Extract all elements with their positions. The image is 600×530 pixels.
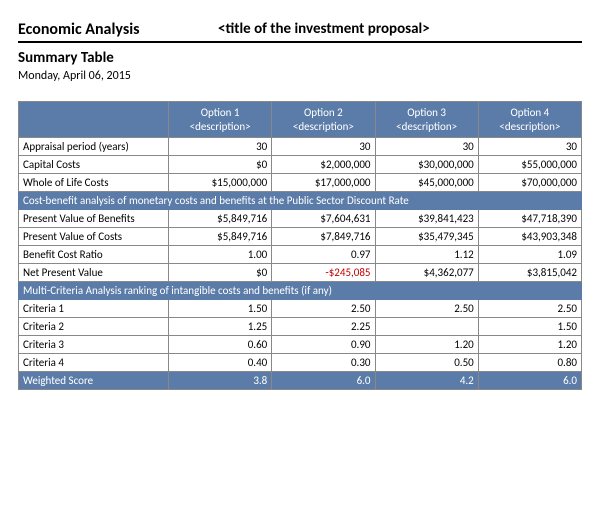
col-header-4: Option 4<description> (478, 102, 581, 138)
row-label: Appraisal period (years) (19, 138, 169, 156)
row-label: Criteria 4 (19, 354, 169, 372)
cell: 1.25 (169, 318, 272, 336)
table-row: Criteria 21.252.25 1.50 (19, 318, 582, 336)
cell: 2.50 (272, 300, 375, 318)
row-label: Present Value of Costs (19, 228, 169, 246)
proposal-title: <title of the investment proposal> (218, 20, 582, 39)
col-header-2: Option 2<description> (272, 102, 375, 138)
subtitle: Summary Table (18, 49, 582, 67)
cell: 2.50 (478, 300, 581, 318)
cell: -$245,085 (272, 264, 375, 282)
cell: 1.00 (169, 246, 272, 264)
cell: $15,000,000 (169, 174, 272, 192)
row-label: Net Present Value (19, 264, 169, 282)
cell: 3.8 (169, 372, 272, 390)
cell: 4.2 (375, 372, 478, 390)
row-label: Whole of Life Costs (19, 174, 169, 192)
table-row: Benefit Cost Ratio1.000.971.121.09 (19, 246, 582, 264)
cell: 0.40 (169, 354, 272, 372)
summary-table: Option 1<description> Option 2<descripti… (18, 101, 582, 390)
cell: $35,479,345 (375, 228, 478, 246)
table-row: Appraisal period (years)30303030 (19, 138, 582, 156)
cell: 0.97 (272, 246, 375, 264)
cell: 2.25 (272, 318, 375, 336)
cell: $0 (169, 156, 272, 174)
section-label: Multi-Criteria Analysis ranking of intan… (19, 282, 582, 300)
row-label: Present Value of Benefits (19, 210, 169, 228)
cell: $30,000,000 (375, 156, 478, 174)
cell (375, 318, 478, 336)
cell: $39,841,423 (375, 210, 478, 228)
cell: $5,849,716 (169, 228, 272, 246)
cell: 0.60 (169, 336, 272, 354)
cell: 1.20 (478, 336, 581, 354)
cell: $17,000,000 (272, 174, 375, 192)
cell: 1.50 (169, 300, 272, 318)
row-label: Benefit Cost Ratio (19, 246, 169, 264)
cell: $55,000,000 (478, 156, 581, 174)
cell: 1.50 (478, 318, 581, 336)
cell: $45,000,000 (375, 174, 478, 192)
table-row: Whole of Life Costs$15,000,000$17,000,00… (19, 174, 582, 192)
row-label: Criteria 3 (19, 336, 169, 354)
page-title: Economic Analysis (18, 20, 218, 39)
row-label: Capital Costs (19, 156, 169, 174)
cell: 1.12 (375, 246, 478, 264)
section-header: Cost-benefit analysis of monetary costs … (19, 192, 582, 210)
cell: $7,604,631 (272, 210, 375, 228)
table-row: Criteria 11.502.502.502.50 (19, 300, 582, 318)
cell: 0.90 (272, 336, 375, 354)
cell: 0.80 (478, 354, 581, 372)
cell: $5,849,716 (169, 210, 272, 228)
cell: $7,849,716 (272, 228, 375, 246)
cell: 2.50 (375, 300, 478, 318)
table-row: Present Value of Costs$5,849,716$7,849,7… (19, 228, 582, 246)
cell: $70,000,000 (478, 174, 581, 192)
table-row: Criteria 30.600.901.201.20 (19, 336, 582, 354)
cell: 6.0 (272, 372, 375, 390)
cell: 6.0 (478, 372, 581, 390)
table-body: Appraisal period (years)30303030Capital … (19, 138, 582, 390)
col-header-1: Option 1<description> (169, 102, 272, 138)
row-label: Criteria 2 (19, 318, 169, 336)
table-row: Criteria 40.400.300.500.80 (19, 354, 582, 372)
table-row: Weighted Score3.86.04.26.0 (19, 372, 582, 390)
cell: 1.20 (375, 336, 478, 354)
cell: 1.09 (478, 246, 581, 264)
row-label: Criteria 1 (19, 300, 169, 318)
cell: $2,000,000 (272, 156, 375, 174)
cell: 0.30 (272, 354, 375, 372)
row-label: Weighted Score (19, 372, 169, 390)
cell: $4,362,077 (375, 264, 478, 282)
cell: 30 (375, 138, 478, 156)
cell: 30 (478, 138, 581, 156)
table-header-row: Option 1<description> Option 2<descripti… (19, 102, 582, 138)
title-row: Economic Analysis <title of the investme… (18, 20, 582, 43)
cell: $47,718,390 (478, 210, 581, 228)
cell: 0.50 (375, 354, 478, 372)
cell: $3,815,042 (478, 264, 581, 282)
table-row: Capital Costs$0$2,000,000$30,000,000$55,… (19, 156, 582, 174)
date-label: Monday, April 06, 2015 (18, 69, 582, 83)
cell: 30 (272, 138, 375, 156)
cell: $0 (169, 264, 272, 282)
cell: $43,903,348 (478, 228, 581, 246)
col-header-3: Option 3<description> (375, 102, 478, 138)
section-header: Multi-Criteria Analysis ranking of intan… (19, 282, 582, 300)
header-blank (19, 102, 169, 138)
table-row: Net Present Value$0-$245,085$4,362,077$3… (19, 264, 582, 282)
section-label: Cost-benefit analysis of monetary costs … (19, 192, 582, 210)
cell: 30 (169, 138, 272, 156)
table-row: Present Value of Benefits$5,849,716$7,60… (19, 210, 582, 228)
